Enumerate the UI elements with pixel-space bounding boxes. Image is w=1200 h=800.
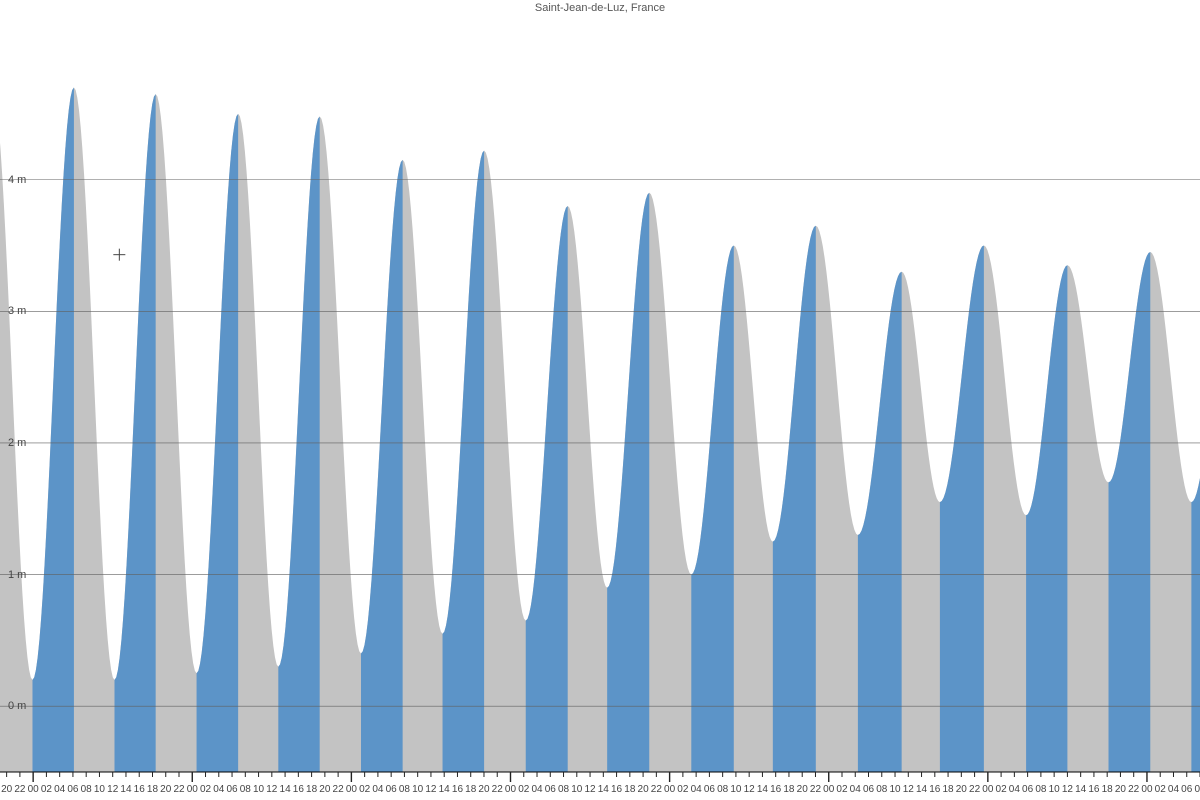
tide-area-blue <box>526 206 568 772</box>
tide-area-grey <box>0 87 1200 772</box>
tide-area-blue <box>32 87 73 772</box>
tide-area-blue <box>940 245 984 772</box>
tide-chart-container: Saint-Jean-de-Luz, France MonTueTueTueWe… <box>0 0 1200 800</box>
tide-area-blue <box>278 116 319 772</box>
tide-area-blue <box>607 193 649 772</box>
chart-svg <box>0 0 1200 800</box>
tide-area-blue <box>858 272 902 772</box>
tide-area-blue <box>443 151 485 772</box>
tide-area-blue <box>361 160 403 772</box>
tide-area-blue <box>1109 252 1151 772</box>
tide-area-blue <box>114 94 155 772</box>
tide-area-blue <box>773 226 816 772</box>
tide-area-blue <box>691 245 733 772</box>
tide-area-blue <box>1026 265 1067 772</box>
tide-area-blue <box>1191 265 1200 772</box>
